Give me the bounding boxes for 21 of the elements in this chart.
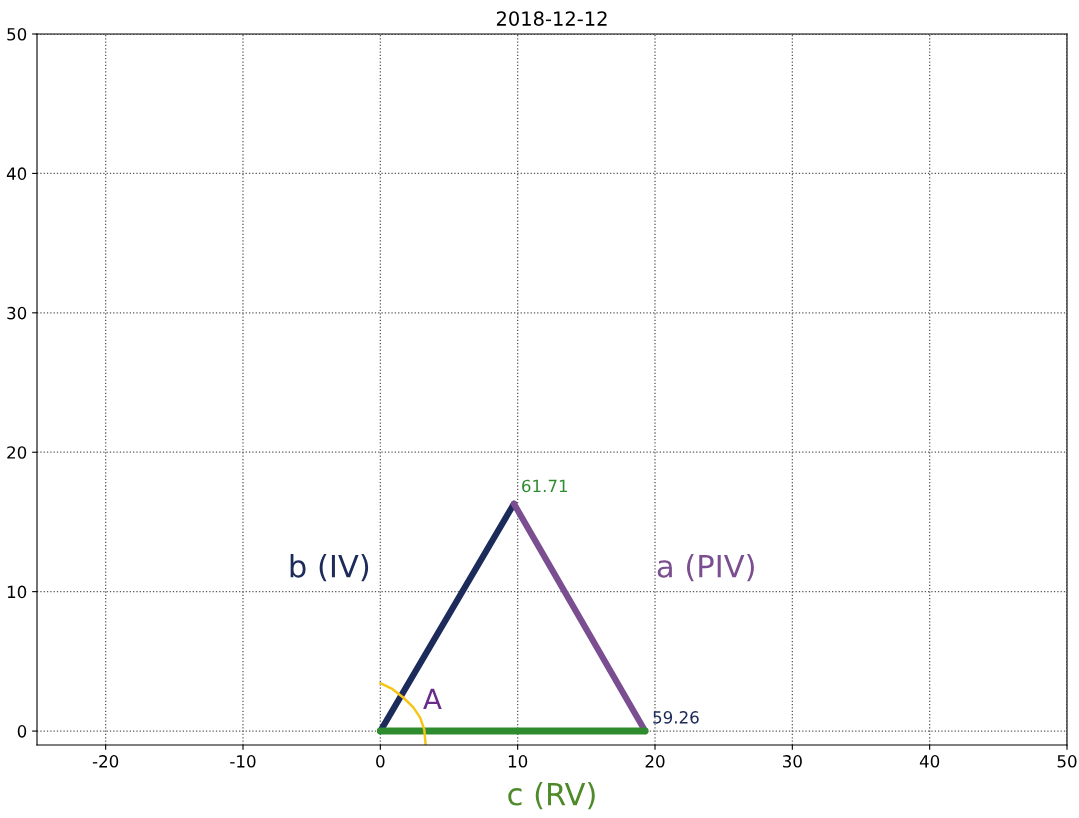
chart-title: 2018-12-12 xyxy=(496,11,607,26)
x-tick-label: 50 xyxy=(1057,755,1077,768)
x-tick-label: 0 xyxy=(376,755,385,768)
x-tick-label: 20 xyxy=(645,755,665,768)
y-tick-label: 50 xyxy=(7,27,27,41)
y-tick-label: 0 xyxy=(17,725,27,738)
x-tick-label: -10 xyxy=(230,755,256,768)
annotation: 59.26 xyxy=(653,711,699,724)
x-axis-title: c (RV) xyxy=(508,782,595,810)
y-tick-label: 30 xyxy=(7,306,27,320)
y-tick-label: 20 xyxy=(7,446,27,459)
annotation: A xyxy=(423,688,442,710)
y-tick-label: 40 xyxy=(6,167,27,180)
x-tick-label: -20 xyxy=(92,755,119,768)
y-tick-label: 10 xyxy=(7,585,27,599)
text: a (PIV) xyxy=(657,554,754,582)
text: b (IV) xyxy=(290,554,369,582)
x-tick-label: 40 xyxy=(919,755,940,768)
x-tick-label: 10 xyxy=(508,755,528,768)
annotation: 61.71 xyxy=(522,479,568,493)
x-tick-label: 30 xyxy=(783,755,802,768)
